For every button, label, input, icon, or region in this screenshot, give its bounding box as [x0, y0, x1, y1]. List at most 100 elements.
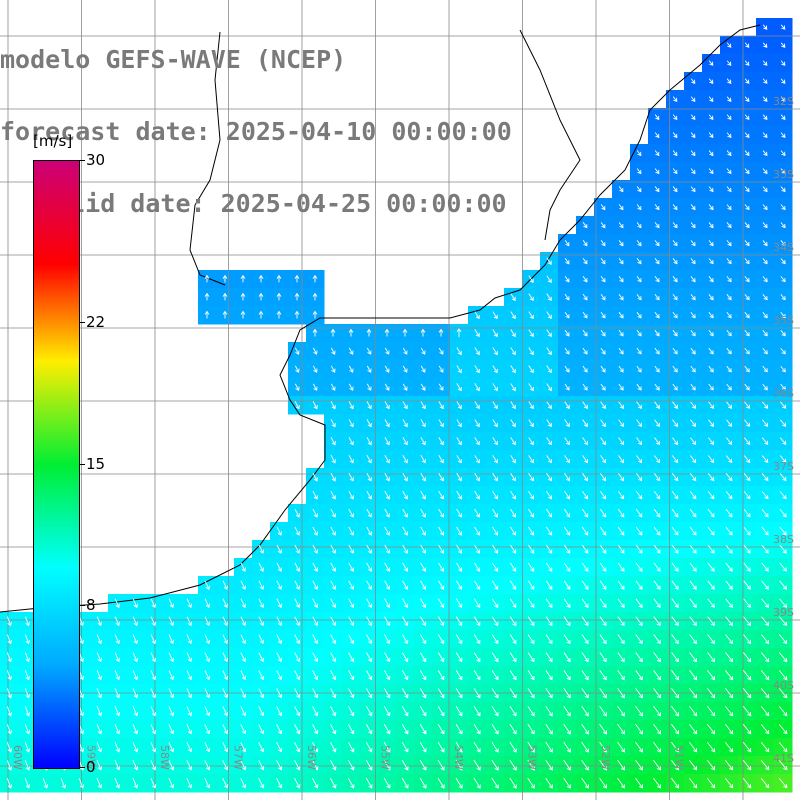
wind-arrow — [724, 760, 734, 771]
wind-arrow — [546, 275, 552, 283]
wind-arrow — [599, 687, 607, 699]
wind-arrow — [672, 401, 678, 409]
wind-arrow — [492, 329, 498, 338]
wind-arrow — [582, 240, 588, 247]
wind-arrow — [635, 741, 643, 753]
wind-arrow — [401, 724, 409, 735]
wind-arrow — [509, 705, 517, 717]
wind-arrow — [6, 670, 12, 681]
wind-arrow — [330, 383, 336, 391]
wind-arrow — [599, 580, 607, 590]
wind-arrow — [743, 616, 751, 627]
wind-arrow — [617, 741, 625, 753]
wind-arrow — [690, 204, 696, 211]
wind-arrow — [204, 580, 210, 590]
wind-arrow — [168, 706, 175, 717]
wind-arrow — [706, 705, 716, 717]
wind-arrow — [474, 544, 481, 554]
wind-arrow — [780, 114, 786, 120]
wind-arrow — [383, 724, 391, 735]
wind-arrow — [600, 455, 606, 464]
wind-arrow — [222, 310, 228, 319]
wind-arrow — [636, 258, 642, 265]
wind-arrow — [527, 705, 535, 717]
wind-arrow — [743, 437, 751, 445]
wind-arrow — [527, 723, 535, 735]
colorbar-tick-label: 22 — [86, 312, 106, 331]
wind-arrow — [726, 401, 733, 409]
wind-arrow — [617, 652, 625, 663]
wind-arrow — [312, 508, 318, 518]
wind-arrow — [456, 598, 463, 608]
wind-arrow — [762, 24, 768, 30]
wind-arrow — [636, 455, 643, 464]
wind-arrow — [726, 78, 732, 84]
wind-arrow — [599, 544, 607, 554]
wind-arrow — [456, 365, 462, 374]
wind-arrow — [491, 705, 499, 717]
wind-arrow — [456, 455, 462, 464]
wind-arrow — [420, 544, 427, 554]
wind-arrow — [653, 544, 661, 554]
wind-arrow — [240, 580, 246, 590]
wind-arrow — [474, 311, 480, 320]
wind-arrow — [708, 258, 714, 265]
wind-arrow — [509, 562, 517, 572]
wind-arrow — [762, 186, 768, 193]
wind-arrow — [778, 670, 788, 681]
wind-arrow — [456, 526, 463, 536]
wind-arrow — [780, 168, 786, 175]
wind-arrow — [24, 742, 31, 753]
wind-arrow — [420, 328, 426, 337]
wind-arrow — [222, 580, 228, 590]
wind-arrow — [563, 670, 571, 681]
wind-arrow — [653, 759, 662, 771]
wind-arrow — [778, 760, 788, 771]
wind-arrow — [742, 742, 752, 753]
wind-arrow — [742, 706, 752, 717]
wind-arrow — [330, 508, 336, 518]
wind-arrow — [744, 383, 750, 391]
wind-arrow — [491, 634, 499, 645]
wind-arrow — [600, 222, 606, 229]
longitude-label: 52W — [599, 745, 612, 770]
wind-arrow — [204, 598, 210, 609]
wind-arrow — [636, 365, 642, 373]
wind-arrow — [455, 723, 463, 735]
wind-arrow — [582, 293, 588, 301]
wind-arrow — [743, 580, 751, 590]
wind-arrow — [672, 150, 678, 157]
wind-arrow — [563, 705, 571, 717]
wind-arrow — [438, 455, 444, 464]
wind-arrow — [438, 544, 445, 554]
wind-arrow — [726, 347, 732, 355]
wind-arrow — [96, 760, 103, 771]
wind-arrow — [744, 60, 750, 66]
wind-arrow — [599, 705, 607, 717]
wind-arrow — [726, 365, 732, 373]
wind-arrow — [258, 724, 265, 735]
wind-arrow — [222, 652, 229, 663]
wind-arrow — [689, 491, 697, 500]
wind-arrow — [672, 383, 678, 391]
wind-arrow — [114, 616, 120, 627]
wind-arrow — [744, 150, 750, 157]
wind-arrow — [581, 670, 589, 681]
wind-arrow — [384, 580, 391, 590]
wind-arrow — [618, 401, 624, 410]
wind-arrow — [276, 310, 282, 319]
wind-arrow — [258, 310, 264, 319]
wind-arrow — [635, 562, 643, 572]
wind-arrow — [168, 778, 175, 789]
wind-arrow — [222, 670, 229, 681]
wind-arrow — [761, 437, 769, 445]
wind-arrow — [706, 687, 716, 699]
wind-arrow — [330, 490, 336, 500]
wind-arrow — [618, 240, 624, 247]
wind-arrow — [618, 258, 624, 265]
wind-arrow — [780, 312, 786, 319]
wind-arrow — [635, 491, 643, 500]
wind-arrow — [780, 294, 786, 301]
wind-arrow — [240, 598, 246, 608]
